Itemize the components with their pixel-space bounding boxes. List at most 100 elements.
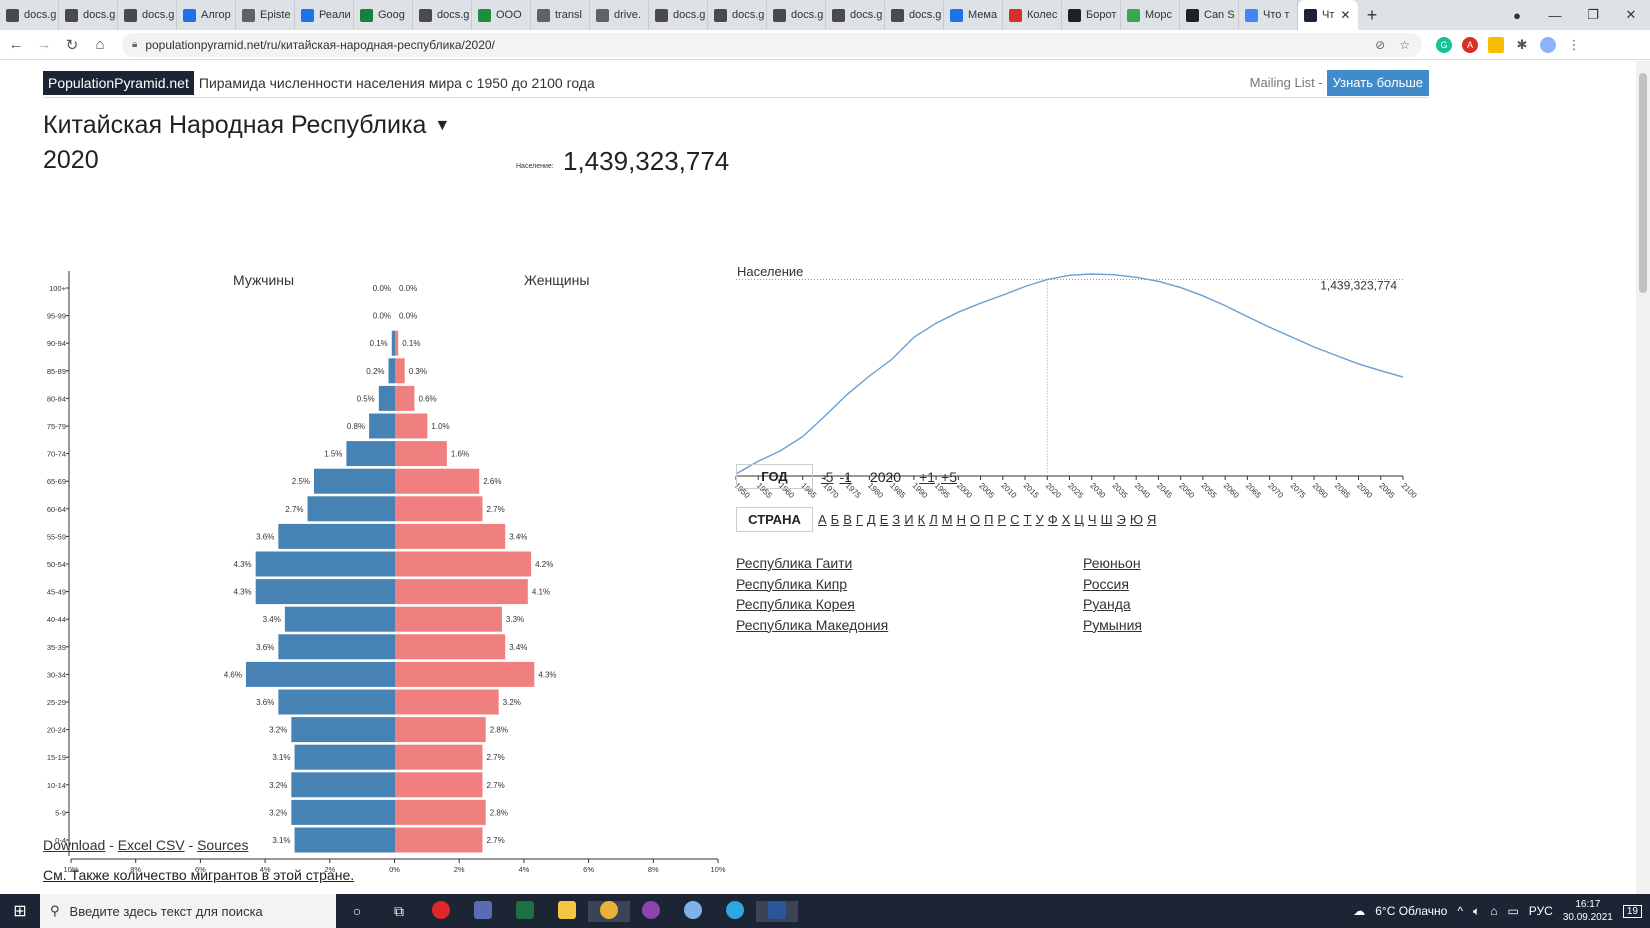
male-bar[interactable]	[284, 606, 395, 632]
letter-link[interactable]: Д	[866, 512, 876, 527]
browser-tab[interactable]: docs.g	[0, 0, 59, 30]
close-window-button[interactable]: ✕	[1625, 7, 1637, 22]
download-link[interactable]: Download	[43, 837, 106, 853]
country-link[interactable]: Россия	[1083, 575, 1129, 592]
female-bar[interactable]	[395, 523, 506, 549]
male-bar[interactable]	[291, 799, 395, 825]
letter-link[interactable]: П	[984, 512, 994, 527]
male-bar[interactable]	[278, 523, 395, 549]
menu-kebab-icon[interactable]: ⋮	[1567, 36, 1581, 52]
letter-link[interactable]: Э	[1116, 512, 1126, 527]
female-bar[interactable]	[395, 358, 405, 384]
migrants-link[interactable]: См. Также количество мигрантов в этой ст…	[43, 867, 355, 883]
male-bar[interactable]	[291, 772, 395, 798]
letter-link[interactable]: В	[843, 512, 852, 527]
male-bar[interactable]	[378, 385, 395, 411]
browser-tab[interactable]: docs.g	[708, 0, 767, 30]
female-bar[interactable]	[395, 579, 528, 605]
female-bar[interactable]	[395, 330, 399, 356]
forward-arrow-icon[interactable]: →	[36, 36, 52, 53]
browser-tab[interactable]: docs.g	[413, 0, 472, 30]
home-icon[interactable]: ⌂	[95, 36, 105, 53]
female-bar[interactable]	[395, 661, 535, 687]
reload-icon[interactable]: ↻	[65, 36, 79, 54]
caret-down-icon[interactable]: ▼	[434, 117, 451, 135]
tab-close-icon[interactable]: ✕	[1340, 8, 1351, 22]
color-extension-icon[interactable]	[1488, 36, 1504, 53]
year-button[interactable]: ГОД	[736, 464, 813, 489]
grammarly-extension-icon[interactable]: G	[1436, 36, 1452, 53]
year-plus-5-link[interactable]: +5	[941, 468, 957, 485]
letter-link[interactable]: З	[892, 512, 901, 527]
female-bar[interactable]	[395, 634, 506, 660]
male-bar[interactable]	[278, 689, 395, 715]
learn-more-button[interactable]: Узнать больше	[1326, 69, 1429, 96]
browser-tab[interactable]: Что т	[1239, 0, 1298, 30]
page-scrollbar[interactable]	[1636, 61, 1650, 894]
letter-link[interactable]: А	[818, 512, 827, 527]
browser-tab[interactable]: docs.g	[826, 0, 885, 30]
browser-tab[interactable]: Борот	[1062, 0, 1121, 30]
male-bar[interactable]	[255, 551, 395, 577]
battery-icon[interactable]: ▭	[1507, 904, 1519, 918]
male-bar[interactable]	[278, 634, 395, 660]
back-arrow-icon[interactable]: ←	[8, 36, 24, 53]
female-bar[interactable]	[395, 689, 499, 715]
browser-tab[interactable]: Алгор	[177, 0, 236, 30]
letter-link[interactable]: Л	[929, 512, 938, 527]
scrollbar-thumb[interactable]	[1639, 73, 1647, 293]
letter-link[interactable]: Т	[1023, 512, 1032, 527]
browser-tab[interactable]: Морс	[1121, 0, 1180, 30]
female-bar[interactable]	[395, 551, 532, 577]
country-button[interactable]: СТРАНА	[736, 507, 813, 532]
male-bar[interactable]	[369, 413, 395, 439]
country-link[interactable]: Республика Гаити	[736, 555, 853, 571]
chrome-icon[interactable]	[588, 900, 630, 922]
letter-link[interactable]: М	[941, 512, 953, 527]
female-bar[interactable]	[395, 441, 447, 467]
task-view-icon[interactable]: ⧉	[394, 902, 404, 919]
letter-link[interactable]: Г	[855, 512, 863, 527]
browser-tab[interactable]: Goog	[354, 0, 413, 30]
network-icon[interactable]: ⌂	[1490, 904, 1498, 918]
browser-tab[interactable]: Реали	[295, 0, 354, 30]
notification-icon[interactable]: 19	[1622, 904, 1642, 918]
browser-tab[interactable]: transl	[531, 0, 590, 30]
letter-link[interactable]: Ч	[1087, 512, 1097, 527]
new-tab-button[interactable]: +	[1366, 4, 1378, 25]
browser-tab[interactable]: ООО	[472, 0, 531, 30]
telegram-icon[interactable]	[714, 900, 756, 922]
male-bar[interactable]	[291, 717, 395, 743]
sources-link[interactable]: Sources	[197, 837, 249, 853]
letter-link[interactable]: Ш	[1100, 512, 1113, 527]
country-link[interactable]: Руанда	[1083, 596, 1131, 612]
year-minus-5-link[interactable]: -5	[821, 468, 834, 485]
female-bar[interactable]	[395, 827, 483, 853]
year-minus-1-link[interactable]: -1	[839, 468, 852, 485]
country-selector[interactable]: Китайская Народная Республика ▼	[43, 111, 450, 140]
year-plus-1-link[interactable]: +1	[919, 468, 936, 485]
weather-text[interactable]: 6°C Облачно	[1375, 904, 1448, 918]
male-bar[interactable]	[314, 468, 395, 494]
male-bar[interactable]	[245, 661, 395, 687]
female-bar[interactable]	[395, 799, 486, 825]
letter-link[interactable]: О	[969, 512, 981, 527]
letter-link[interactable]: К	[917, 512, 926, 527]
male-bar[interactable]	[346, 441, 395, 467]
save-app-icon[interactable]	[462, 900, 504, 922]
male-bar[interactable]	[294, 744, 395, 770]
letter-link[interactable]: Б	[830, 512, 840, 527]
letter-link[interactable]: И	[904, 512, 914, 527]
letter-link[interactable]: С	[1010, 512, 1020, 527]
female-bar[interactable]	[395, 606, 502, 632]
volume-icon[interactable]: 🔈︎	[1472, 903, 1481, 918]
adblock-extension-icon[interactable]: A	[1462, 36, 1478, 53]
cortana-icon[interactable]: ○	[352, 903, 362, 919]
letter-link[interactable]: У	[1035, 512, 1044, 527]
letter-link[interactable]: Ю	[1129, 512, 1143, 527]
letter-link[interactable]: Е	[879, 512, 889, 527]
avatar[interactable]	[1540, 36, 1556, 53]
file-explorer-icon[interactable]	[546, 900, 588, 922]
word-icon[interactable]	[756, 900, 798, 922]
browser-tab[interactable]: docs.g	[767, 0, 826, 30]
